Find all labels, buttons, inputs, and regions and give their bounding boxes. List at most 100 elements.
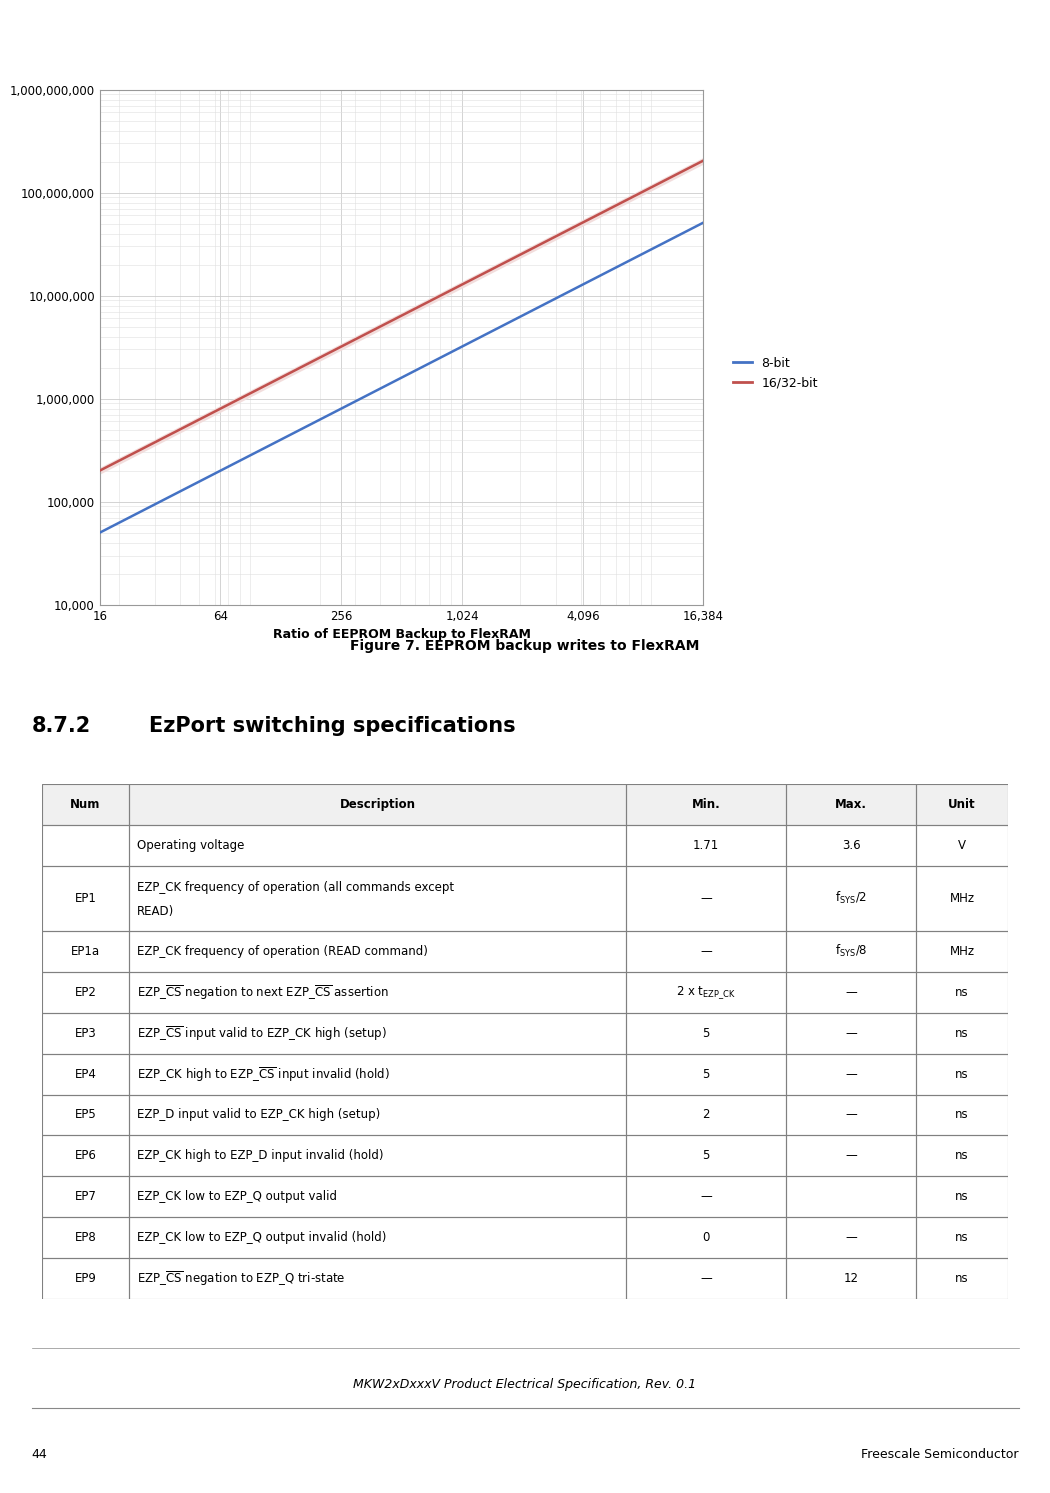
Text: f$_{\rm SYS}$/8: f$_{\rm SYS}$/8	[835, 944, 867, 960]
Bar	[129, 1176, 627, 1217]
Text: EP8: EP8	[75, 1232, 97, 1244]
Text: MHz: MHz	[949, 945, 974, 959]
Text: EZP_CK high to EZP_$\overline{\rm CS}$ input invalid (hold): EZP_CK high to EZP_$\overline{\rm CS}$ i…	[136, 1065, 390, 1084]
Text: MKW2xDxxxV Product Electrical Specification, Rev. 0.1: MKW2xDxxxV Product Electrical Specificat…	[354, 1378, 696, 1390]
Bar	[627, 972, 785, 1012]
Text: 8.7.2: 8.7.2	[32, 715, 90, 736]
Bar	[917, 824, 1008, 866]
Bar	[627, 1259, 785, 1299]
Bar	[785, 1217, 917, 1259]
Bar	[129, 866, 627, 932]
Text: Unit: Unit	[948, 797, 975, 811]
Bar	[42, 784, 129, 824]
Bar	[42, 1094, 129, 1135]
Text: 2 x t$_{\rm EZP\_CK}$: 2 x t$_{\rm EZP\_CK}$	[676, 984, 736, 1000]
Bar	[917, 1259, 1008, 1299]
Text: —: —	[845, 1150, 857, 1163]
Bar	[785, 1176, 917, 1217]
Bar	[42, 1259, 129, 1299]
Bar	[129, 1217, 627, 1259]
Text: Description: Description	[340, 797, 416, 811]
Bar	[627, 932, 785, 972]
Bar	[917, 1094, 1008, 1135]
Bar	[42, 1135, 129, 1176]
Bar	[785, 1094, 917, 1135]
Bar	[129, 1259, 627, 1299]
Bar	[42, 824, 129, 866]
Text: 5: 5	[702, 1067, 710, 1081]
Bar	[917, 1054, 1008, 1094]
Bar	[785, 1135, 917, 1176]
Bar	[785, 866, 917, 932]
Text: EP4: EP4	[75, 1067, 97, 1081]
Bar	[627, 1176, 785, 1217]
Text: —: —	[845, 1232, 857, 1244]
Text: —: —	[845, 1067, 857, 1081]
Bar	[917, 784, 1008, 824]
Bar	[627, 866, 785, 932]
Text: Min.: Min.	[692, 797, 720, 811]
Text: 3.6: 3.6	[842, 839, 860, 851]
Text: EZP_$\overline{\rm CS}$ negation to EZP_Q tri-state: EZP_$\overline{\rm CS}$ negation to EZP_…	[136, 1269, 345, 1288]
Bar	[42, 932, 129, 972]
Text: 44: 44	[32, 1448, 47, 1460]
Text: EZP_$\overline{\rm CS}$ negation to next EZP_$\overline{\rm CS}$ assertion: EZP_$\overline{\rm CS}$ negation to next…	[136, 982, 388, 1002]
Text: EzPort switching specifications: EzPort switching specifications	[149, 715, 516, 736]
Bar	[627, 784, 785, 824]
Text: ns: ns	[956, 1108, 969, 1121]
Bar	[627, 1217, 785, 1259]
Bar	[129, 1094, 627, 1135]
Bar	[785, 1054, 917, 1094]
Bar	[627, 1094, 785, 1135]
X-axis label: Ratio of EEPROM Backup to FlexRAM: Ratio of EEPROM Backup to FlexRAM	[273, 629, 530, 640]
Bar	[917, 1135, 1008, 1176]
Text: 5: 5	[702, 1150, 710, 1163]
Bar	[42, 784, 129, 824]
Bar	[917, 1176, 1008, 1217]
Text: Figure 7. EEPROM backup writes to FlexRAM: Figure 7. EEPROM backup writes to FlexRA…	[351, 639, 699, 652]
Text: 12: 12	[843, 1272, 859, 1285]
Text: EP6: EP6	[75, 1150, 97, 1163]
Bar	[129, 932, 627, 972]
Text: 2: 2	[702, 1108, 710, 1121]
Text: EZP_CK high to EZP_D input invalid (hold): EZP_CK high to EZP_D input invalid (hold…	[136, 1150, 383, 1163]
Text: EP9: EP9	[75, 1272, 97, 1285]
Text: 0: 0	[702, 1232, 710, 1244]
Bar	[42, 866, 129, 932]
Bar	[785, 784, 917, 824]
Bar	[129, 784, 627, 824]
Text: —: —	[700, 1272, 712, 1285]
Text: ns: ns	[956, 1027, 969, 1039]
Text: EZP_CK low to EZP_Q output valid: EZP_CK low to EZP_Q output valid	[136, 1190, 337, 1203]
Text: ns: ns	[956, 1067, 969, 1081]
Text: MHz: MHz	[949, 891, 974, 905]
Text: Freescale Semiconductor: Freescale Semiconductor	[861, 1448, 1018, 1460]
Bar	[42, 1054, 129, 1094]
Y-axis label: Minimum Writes to FlexRAM: Minimum Writes to FlexRAM	[0, 260, 4, 434]
Bar	[785, 1012, 917, 1054]
Text: ns: ns	[956, 1232, 969, 1244]
Bar	[785, 932, 917, 972]
Text: EZP_CK low to EZP_Q output invalid (hold): EZP_CK low to EZP_Q output invalid (hold…	[136, 1232, 386, 1244]
Text: —: —	[845, 985, 857, 999]
Bar	[129, 824, 627, 866]
Text: —: —	[700, 891, 712, 905]
Bar	[785, 1259, 917, 1299]
Bar	[129, 1135, 627, 1176]
Text: EP3: EP3	[75, 1027, 97, 1039]
Bar	[917, 866, 1008, 932]
Text: ns: ns	[956, 1150, 969, 1163]
Bar	[785, 784, 917, 824]
Bar	[42, 972, 129, 1012]
Bar	[917, 972, 1008, 1012]
Text: —: —	[700, 945, 712, 959]
Text: EP7: EP7	[75, 1190, 97, 1203]
Text: EZP_CK frequency of operation (all commands except: EZP_CK frequency of operation (all comma…	[136, 881, 454, 894]
Bar	[917, 784, 1008, 824]
Bar	[917, 1217, 1008, 1259]
Text: V: V	[958, 839, 966, 851]
Text: EP5: EP5	[75, 1108, 97, 1121]
Text: —: —	[700, 1190, 712, 1203]
Text: —: —	[845, 1027, 857, 1039]
Text: READ): READ)	[136, 905, 174, 918]
